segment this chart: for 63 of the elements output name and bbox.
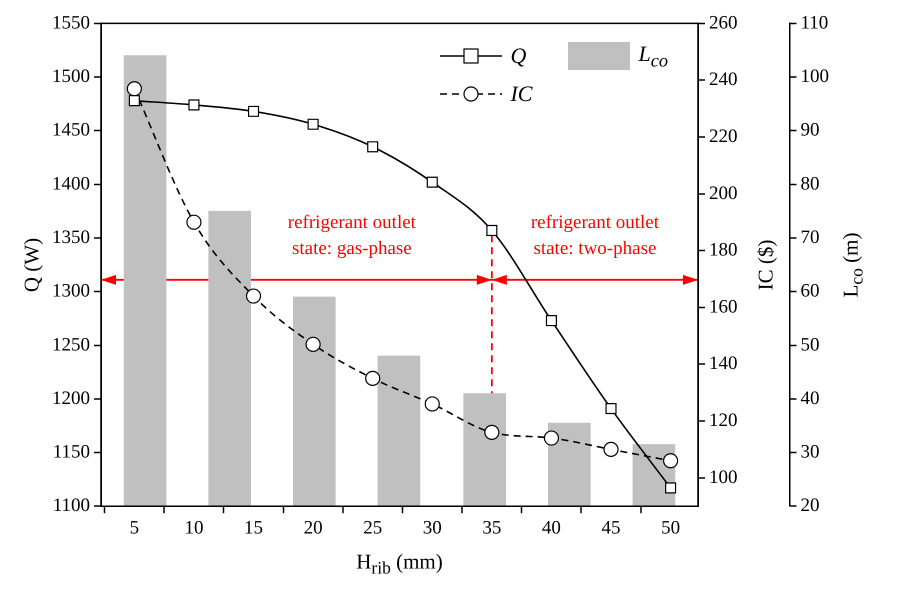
y3-tick-label: 110 (800, 12, 828, 34)
x-tick-label: 10 (184, 518, 204, 539)
point (308, 118, 319, 130)
y3-tick-label: 60 (800, 280, 820, 302)
y3-tick-label: 40 (800, 388, 820, 409)
y-tick-label: 1500 (52, 66, 90, 88)
x-tick-label: 15 (244, 518, 264, 539)
y3-tick-label: 90 (800, 120, 820, 141)
y2-tick-label: 220 (709, 126, 738, 147)
point (662, 453, 678, 468)
x-tick-label: 35 (482, 518, 502, 539)
y2-tick-label: 120 (709, 410, 738, 431)
point (426, 176, 438, 188)
point (484, 424, 500, 440)
y-tick-label: 1400 (52, 173, 90, 194)
y3-tick-label: 30 (800, 442, 820, 463)
point (486, 224, 498, 236)
y-tick-label: 1300 (52, 280, 90, 302)
y2-tick-label: 140 (709, 353, 738, 374)
y2-tick-label: 200 (709, 182, 738, 204)
x-tick-label: 25 (363, 518, 382, 539)
point (246, 288, 262, 304)
legend-label: L$_{co}$ (638, 41, 668, 72)
y-tick-label: 1150 (52, 442, 90, 463)
point (546, 315, 557, 326)
x-tick-label: 30 (422, 518, 442, 539)
x-tick-label: 40 (542, 518, 561, 539)
legend-label: Q (510, 43, 526, 70)
point (248, 106, 260, 117)
y-tick-label: 1350 (52, 226, 90, 248)
y-axis-title: Q (W) (20, 238, 44, 292)
y3-tick-label: 20 (800, 495, 820, 516)
x-tick-label: 5 (130, 518, 140, 539)
x-tick-label: 50 (661, 518, 680, 539)
x-tick-label: 20 (304, 518, 323, 539)
point (367, 141, 378, 152)
y2-tick-label: 100 (709, 466, 738, 488)
y-tick-label: 1100 (52, 495, 90, 516)
x-axis-title: H$_{rib}$ (mm) (356, 549, 443, 579)
point (188, 99, 200, 110)
legend-label: IC (510, 81, 532, 108)
y2-tick-label: 180 (709, 240, 738, 261)
annotation: refrigerant outlet state: two-phase (530, 212, 660, 259)
point (605, 403, 617, 414)
y3-tick-label: 80 (800, 173, 820, 194)
y-tick-label: 1450 (52, 120, 90, 141)
point (128, 95, 140, 106)
y2-tick-label: 260 (709, 12, 738, 34)
y2-tick-label: 160 (709, 296, 738, 318)
y3-tick-label: 100 (800, 66, 829, 88)
y3-tick-label: 70 (800, 226, 820, 248)
x-tick-label: 45 (602, 518, 621, 539)
point (544, 430, 560, 446)
y-tick-label: 1200 (52, 388, 90, 409)
y2-tick-label: 240 (709, 69, 738, 90)
y2-axis-title: IC ($) (753, 239, 778, 290)
y3-tick-label: 50 (800, 334, 820, 356)
y-tick-label: 1550 (52, 12, 90, 34)
point (306, 336, 321, 352)
point (126, 81, 142, 96)
point (665, 482, 676, 494)
y-tick-label: 1250 (52, 334, 90, 356)
annotation: refrigerant outlet state: gas-phase (288, 212, 417, 259)
